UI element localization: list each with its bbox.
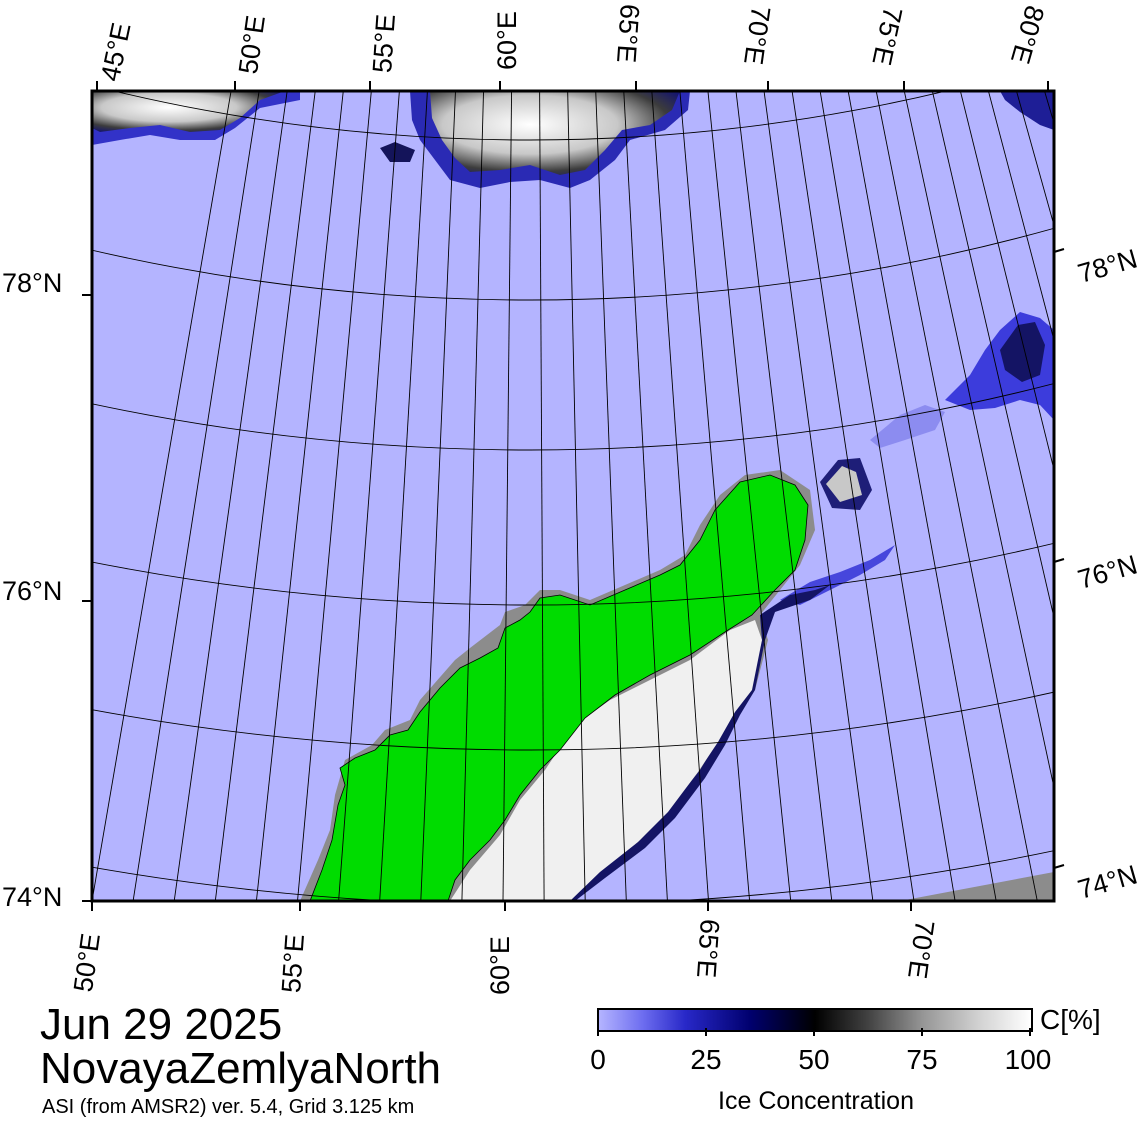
meridian-line (92, 91, 232, 901)
frame-tick (1053, 864, 1065, 869)
meridian-line (875, 91, 1038, 901)
meridian-line (679, 91, 751, 901)
meridian-line (255, 91, 344, 901)
top-lon-label: 60°E (492, 11, 522, 70)
meridian-line (651, 91, 709, 901)
meridian-line (707, 91, 792, 901)
meridian-line (214, 91, 316, 901)
left-lat-label: 78°N (2, 268, 63, 298)
colorbar-tick (597, 1028, 599, 1036)
meridian-line (623, 91, 668, 901)
meridian-line (379, 91, 428, 901)
meridian-line (173, 91, 288, 901)
product-caption: ASI (from AMSR2) ver. 5.4, Grid 3.125 km (42, 1096, 415, 1118)
colorbar-tick (921, 1028, 923, 1036)
sea-ice-map (82, 81, 1065, 911)
meridian-line (903, 91, 1054, 790)
top-lon-label: 70°E (738, 4, 776, 67)
meridian-line (819, 91, 956, 901)
top-lon-label: 65°E (610, 3, 645, 64)
meridian-line (297, 91, 372, 901)
meridian-line (132, 91, 260, 901)
meridian-line (502, 91, 513, 901)
frame-tick (1053, 558, 1065, 563)
ice-strip-east (780, 545, 895, 605)
colorbar-tick (1029, 1028, 1031, 1036)
left-lat-label: 76°N (2, 576, 63, 606)
meridian-line (763, 91, 874, 901)
colorbar-tick (813, 1028, 815, 1036)
colorbar-title: Ice Concentration (718, 1087, 914, 1115)
ice-patch-small (380, 142, 415, 162)
novaya-zemlya-land (309, 474, 809, 901)
meridian-line (791, 91, 915, 901)
colorbar-tick-label: 75 (906, 1044, 938, 1075)
frame-ticks (82, 81, 1065, 911)
graticule (92, 91, 1054, 901)
bottom-lon-label: 60°E (485, 936, 515, 995)
colorbar-tick-label: 0 (590, 1044, 606, 1075)
mainland-se-corner (900, 872, 1054, 901)
ice-patch-east-core (1000, 322, 1045, 382)
colorbar-tick-label: 50 (798, 1044, 830, 1075)
meridian-line (847, 91, 997, 901)
frame-tick (1053, 248, 1065, 253)
pack-ice-center (430, 91, 680, 175)
region-title: NovayaZemlyaNorth (40, 1044, 442, 1093)
colorbar-tick-label: 100 (1004, 1044, 1052, 1075)
left-lat-label: 74°N (2, 882, 63, 912)
pack-ice-north-west (92, 91, 285, 132)
colorbar-unit: C[%] (1040, 1004, 1101, 1035)
meridian-line (338, 91, 400, 901)
colorbar (597, 1008, 1033, 1032)
meridian-line (595, 91, 627, 901)
meridian-line (567, 91, 586, 901)
bottom-lon-label: 70°E (902, 918, 940, 981)
meridian-line (420, 91, 456, 901)
meridian-line (735, 91, 833, 901)
meridian-line (931, 91, 1054, 620)
map-frame (90, 89, 1056, 903)
colorbar-tick-label: 25 (690, 1044, 722, 1075)
meridian-line (539, 91, 545, 901)
meridian-line (461, 91, 484, 901)
colorbar-tick (705, 1028, 707, 1036)
date-title: Jun 29 2025 (40, 1000, 283, 1049)
bottom-lon-label: 65°E (690, 918, 725, 979)
pack-ice-east-corner (1000, 91, 1054, 130)
top-lon-label: 55°E (367, 13, 402, 74)
fast-ice-south-island (450, 620, 762, 901)
bottom-lon-label: 55°E (276, 933, 311, 994)
ice-scatter-east (870, 405, 945, 448)
